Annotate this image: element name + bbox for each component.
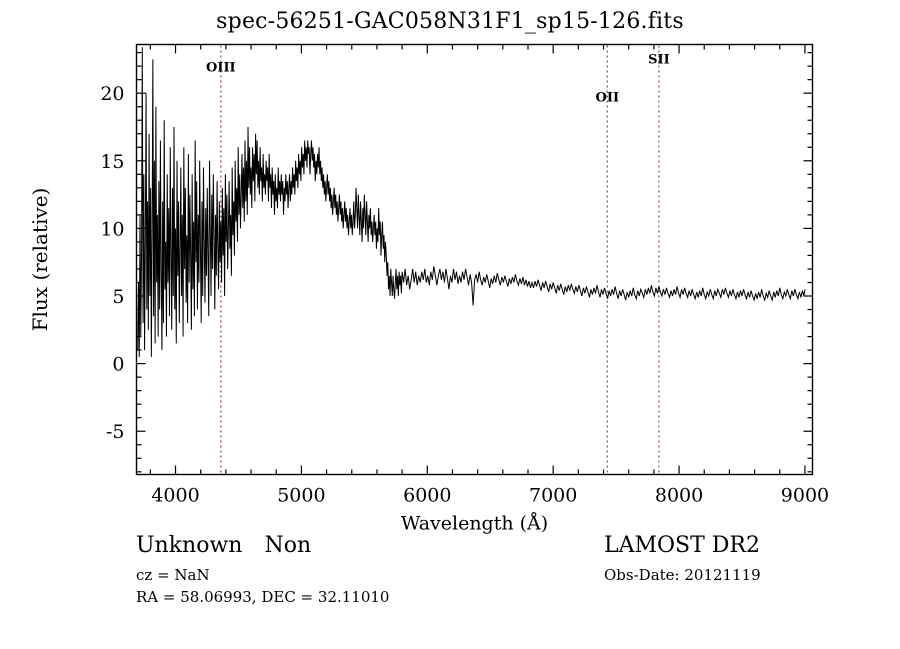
line-marker-label-sii: SII [648, 52, 670, 67]
line-marker-label-oii: OII [596, 90, 620, 105]
y-axis-label: Flux (relative) [28, 188, 52, 332]
y-tick-label: 10 [100, 218, 124, 240]
y-tick-label: 5 [112, 286, 124, 308]
object-subclass: Non [264, 533, 312, 558]
x-tick-label: 9000 [781, 485, 829, 507]
line-marker-label-oiii: OIII [206, 61, 236, 76]
x-tick-label: 7000 [529, 485, 577, 507]
y-tick-label: 20 [100, 83, 124, 105]
survey-metadata-block: LAMOST DR2 Obs-Date: 20121119 [604, 533, 761, 586]
x-tick-label: 5000 [277, 485, 325, 507]
coordinates-line: RA = 58.06993, DEC = 32.11010 [136, 588, 390, 606]
plot-frame [135, 43, 814, 476]
redshift-line: cz = NaN [136, 566, 210, 584]
y-tick-label: -5 [106, 421, 125, 443]
object-class: Unknown [136, 533, 243, 558]
object-class-line: Unknown Non [136, 533, 389, 559]
x-axis-label: Wavelength (Å) [401, 513, 548, 535]
spectrum-trace [137, 47, 806, 357]
object-metadata-block: Unknown Non cz = NaN RA = 58.06993, DEC =… [136, 533, 389, 608]
survey-name: LAMOST DR2 [604, 533, 760, 558]
obs-date-line: Obs-Date: 20121119 [604, 566, 761, 584]
x-tick-label: 8000 [655, 485, 703, 507]
y-tick-label: 0 [112, 354, 124, 376]
page-title: spec-56251-GAC058N31F1_sp15-126.fits [216, 9, 684, 34]
x-tick-label: 6000 [403, 485, 451, 507]
x-tick-label: 4000 [151, 485, 199, 507]
y-tick-label: 15 [100, 151, 124, 173]
